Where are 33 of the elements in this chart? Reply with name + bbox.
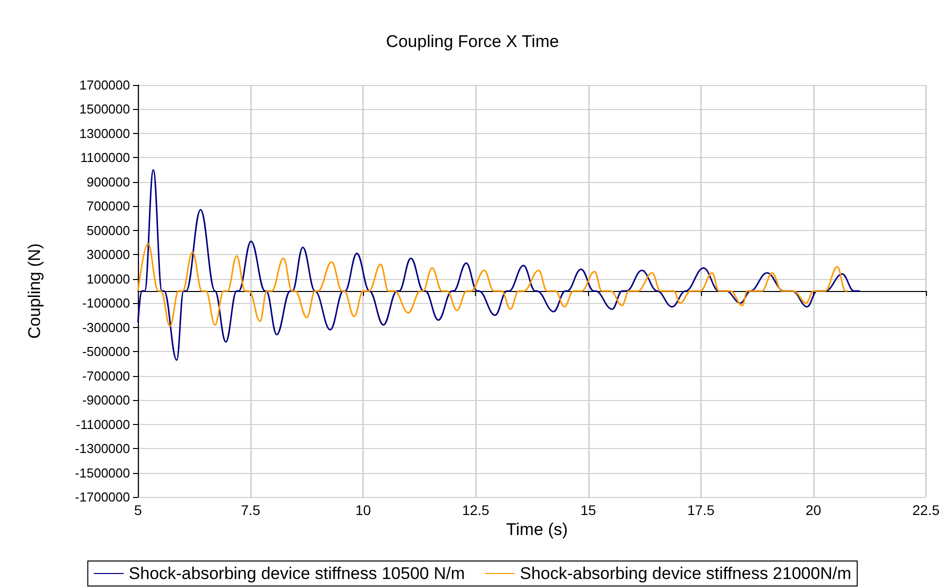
x-tick-label: 22.5 <box>912 502 940 518</box>
line-series <box>137 242 848 327</box>
line-series <box>137 169 861 361</box>
y-tick-label: -100000 <box>82 296 130 311</box>
y-tick-label: 1300000 <box>79 126 130 141</box>
legend-label: Shock-absorbing device stiffness 21000N/m <box>520 564 852 583</box>
x-tick-label: 10 <box>355 502 372 518</box>
y-tick-label: -700000 <box>82 368 130 384</box>
y-tick-label: 500000 <box>86 222 130 238</box>
y-tick-label: -500000 <box>82 344 130 360</box>
y-tick-label: 1700000 <box>79 78 130 92</box>
x-tick-label: 12.5 <box>462 502 490 518</box>
legend-label: Shock-absorbing device stiffness 10500 N/m <box>128 564 465 583</box>
x-tick-label: 20 <box>806 502 822 518</box>
y-tick-label: 1500000 <box>79 102 130 117</box>
x-tick-label: 7.5 <box>240 502 261 518</box>
y-tick-label: -1300000 <box>75 441 130 456</box>
y-tick-label: -1100000 <box>76 416 130 432</box>
x-tick-label: 5 <box>134 502 142 518</box>
y-tick-label: -1500000 <box>75 465 130 480</box>
y-tick-label: -300000 <box>82 320 130 335</box>
y-axis-title: Coupling (N) <box>25 243 44 339</box>
x-tick-label: 15 <box>580 502 596 518</box>
y-tick-label: -900000 <box>82 392 130 408</box>
y-tick-label: 700000 <box>86 198 130 214</box>
y-tick-label: 900000 <box>86 174 130 190</box>
y-tick-label: 300000 <box>86 247 130 262</box>
x-axis-title: Time (s) <box>506 520 568 539</box>
y-tick-label: 1100000 <box>80 150 130 166</box>
chart-title: Coupling Force X Time <box>386 32 559 51</box>
y-tick-label: 100000 <box>86 271 130 286</box>
x-tick-label: 17.5 <box>687 502 715 518</box>
y-tick-label: -1700000 <box>75 490 130 504</box>
